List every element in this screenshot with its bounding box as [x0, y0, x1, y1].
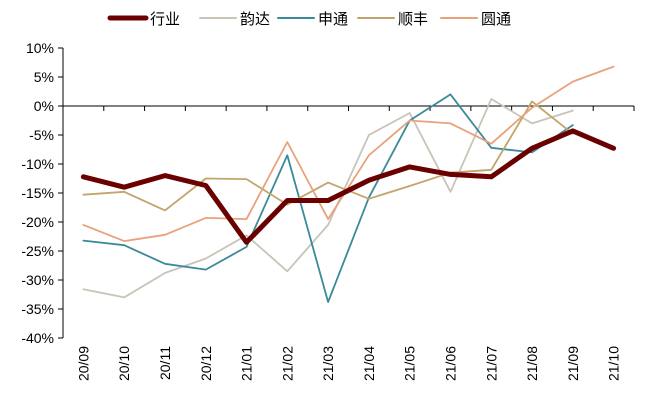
series-line-2 — [82, 93, 574, 303]
y-tick-label: -20% — [21, 214, 54, 230]
y-tick-label: 5% — [34, 69, 54, 85]
legend-label: 韵达 — [240, 10, 270, 28]
x-tick-label: 21/02 — [279, 346, 295, 381]
x-tick-label: 20/09 — [75, 346, 91, 381]
legend-label: 行业 — [150, 10, 180, 28]
legend-label: 顺丰 — [398, 10, 428, 28]
x-tick-label: 21/03 — [320, 346, 336, 381]
y-tick-label: -35% — [21, 301, 54, 317]
y-tick-label: 10% — [26, 40, 54, 56]
x-tick-label: 21/04 — [361, 346, 377, 381]
legend: 行业 韵达 申通 顺丰 圆通 — [107, 10, 511, 28]
series-layer — [80, 65, 617, 303]
x-tick-label: 21/07 — [483, 346, 499, 381]
y-tick-label: 0% — [34, 98, 54, 114]
y-tick-label: -25% — [21, 243, 54, 259]
x-tick-label: 21/01 — [239, 346, 255, 381]
y-tick-label: -15% — [21, 185, 54, 201]
x-tick-label: 21/10 — [606, 346, 622, 381]
x-tick-label: 21/05 — [402, 346, 418, 381]
x-tick-label: 20/12 — [198, 346, 214, 381]
series-line-3 — [82, 100, 574, 212]
legend-label: 圆通 — [481, 10, 511, 28]
y-tick-label: -40% — [21, 330, 54, 346]
x-tick-label: 21/08 — [524, 346, 540, 381]
x-tick-label: 21/09 — [565, 346, 581, 381]
series-line-4 — [82, 65, 615, 242]
series-line-0 — [80, 128, 617, 245]
series-line-1 — [82, 98, 574, 299]
x-tick-label: 20/11 — [157, 346, 173, 380]
legend-label: 申通 — [318, 10, 348, 28]
x-tick-label: 20/10 — [116, 346, 132, 381]
x-axis: 20/09 20/10 20/11 20/12 21/01 21/02 21/03 21/04… — [62, 105, 635, 381]
x-tick-label: 21/06 — [442, 346, 458, 381]
y-tick-label: -5% — [29, 127, 54, 143]
y-axis: 10% 5% 0% -5% -10% -15% -20% -25% -30% -35% -40% — [21, 40, 64, 346]
y-tick-label: -10% — [21, 156, 54, 172]
y-tick-label: -30% — [21, 272, 54, 288]
